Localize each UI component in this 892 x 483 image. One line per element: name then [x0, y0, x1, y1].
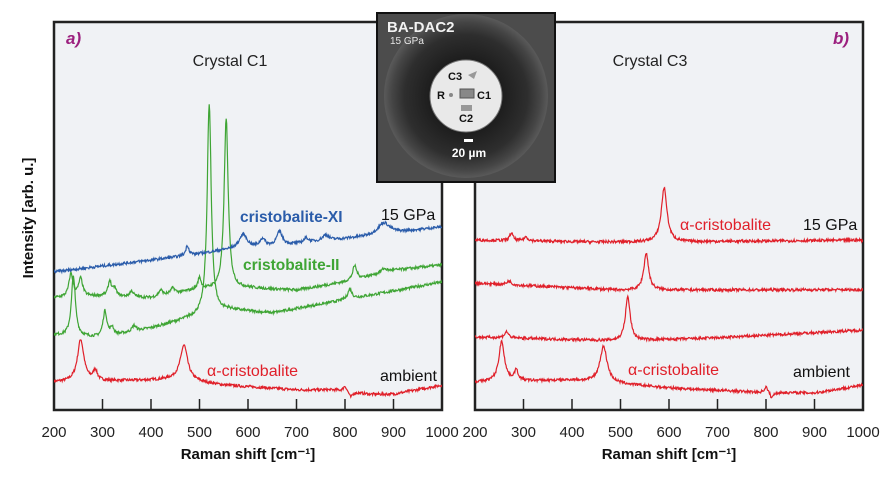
crystal-c2-shape	[461, 105, 472, 111]
label-cristobalite-ii: cristobalite-II	[243, 257, 339, 274]
x-tick-label: 200	[462, 424, 487, 441]
spectrum-line--cristobalite-3	[475, 339, 863, 399]
ruby-marker	[449, 93, 453, 97]
label-pressure-15gpa-a: 15 GPa	[381, 207, 435, 224]
x-tick-labels-a: 200 300 400 500 600 700 800 900 1000	[41, 424, 458, 441]
x-ticks-b	[522, 399, 816, 410]
x-tick-label: 900	[802, 424, 827, 441]
spectrum-line-cristobalite-ii-2	[54, 118, 442, 301]
x-ticks-a	[101, 399, 395, 410]
label-alpha-cristobalite-b-top: α-cristobalite	[680, 217, 771, 234]
chart-title-b: Crystal C3	[613, 53, 688, 70]
label-pressure-15gpa-b: 15 GPa	[803, 217, 857, 234]
x-tick-labels-b: 200 300 400 500 600 700 800 900 1000	[462, 424, 879, 441]
x-tick-label: 300	[511, 424, 536, 441]
scale-bar	[464, 139, 473, 142]
x-tick-label: 500	[608, 424, 633, 441]
x-axis-label-a: Raman shift [cm⁻¹]	[181, 446, 316, 463]
x-tick-label: 600	[656, 424, 681, 441]
x-tick-label: 800	[753, 424, 778, 441]
crystal-c1-shape	[459, 88, 475, 99]
label-cristobalite-xi: cristobalite-XI	[240, 209, 343, 226]
x-tick-label: 200	[41, 424, 66, 441]
spectrum-line-cristobalite-xi-3	[54, 220, 442, 275]
x-tick-label: 700	[705, 424, 730, 441]
x-tick-label: 400	[138, 424, 163, 441]
x-tick-label: 800	[332, 424, 357, 441]
x-tick-label: 600	[235, 424, 260, 441]
inset-label-c2: C2	[459, 113, 473, 125]
x-tick-label: 1000	[425, 424, 458, 441]
crystal-c3-shape	[468, 71, 477, 79]
panel-letter-b: b)	[833, 29, 849, 48]
y-axis-label: Intensity [arb. u.]	[20, 158, 37, 279]
inset-title: BA-DAC2	[387, 19, 455, 36]
label-ambient-b: ambient	[793, 364, 850, 381]
spectrum-line-1	[475, 252, 863, 294]
x-tick-label: 700	[284, 424, 309, 441]
spectrum-line--cristobalite-0	[54, 339, 442, 399]
spectrum-line--cristobalite-0	[475, 186, 863, 246]
panel-letter-a: a)	[66, 29, 81, 48]
label-ambient-a: ambient	[380, 368, 437, 385]
label-alpha-cristobalite-b: α-cristobalite	[628, 362, 719, 379]
spectra-b	[475, 186, 863, 399]
x-tick-label: 400	[559, 424, 584, 441]
inset-label-r: R	[437, 90, 445, 102]
x-tick-label: 500	[187, 424, 212, 441]
inset-scale-label: 20 µm	[452, 146, 486, 160]
x-tick-label: 300	[90, 424, 115, 441]
spectrum-line-1	[54, 104, 442, 338]
chart-title-a: Crystal C1	[193, 53, 268, 70]
inset-micrograph: BA-DAC2 15 GPa C3 R C1 C2 20 µm	[376, 12, 556, 183]
spectrum-line-2	[475, 294, 863, 343]
x-axis-label-b: Raman shift [cm⁻¹]	[602, 446, 737, 463]
spectra-a	[54, 104, 442, 399]
x-tick-label: 1000	[846, 424, 879, 441]
inset-label-c1: C1	[477, 90, 491, 102]
inset-pressure: 15 GPa	[390, 36, 424, 47]
inset-label-c3: C3	[448, 71, 462, 83]
x-tick-label: 900	[381, 424, 406, 441]
label-alpha-cristobalite-a: α-cristobalite	[207, 363, 298, 380]
